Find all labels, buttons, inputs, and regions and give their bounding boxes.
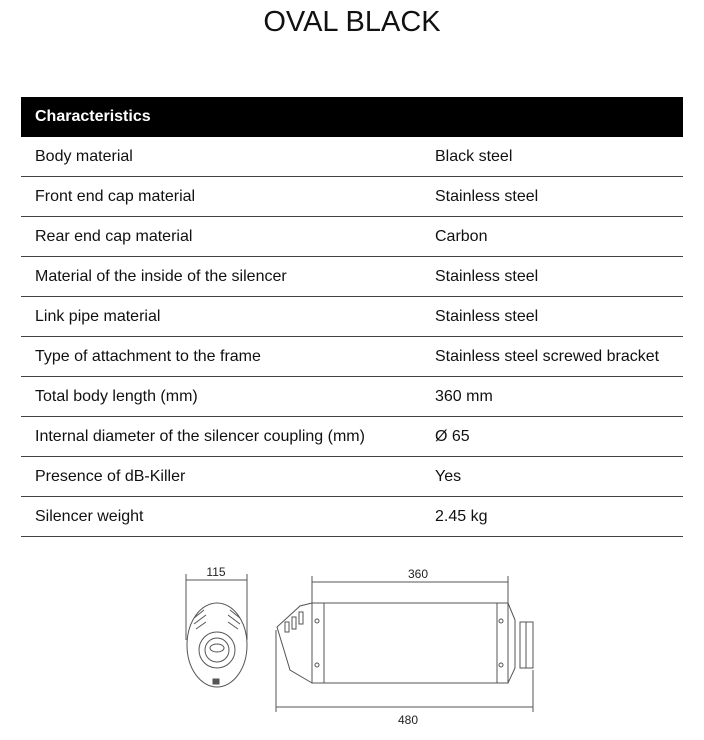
row-label: Total body length (mm) bbox=[21, 376, 435, 417]
side-view bbox=[275, 576, 534, 712]
page-title: OVAL BLACK bbox=[263, 6, 441, 38]
table-row: Link pipe material Stainless steel bbox=[21, 296, 683, 337]
table-row: Rear end cap material Carbon bbox=[21, 216, 683, 257]
row-value: Black steel bbox=[435, 137, 683, 177]
row-label: Type of attachment to the frame bbox=[21, 336, 435, 377]
characteristics-table: Characteristics Body material Black steel… bbox=[21, 97, 683, 537]
row-label: Front end cap material bbox=[21, 176, 435, 217]
width-dimension: 115 bbox=[206, 565, 225, 579]
table-header: Characteristics bbox=[21, 97, 683, 137]
table-row: Presence of dB-Killer Yes bbox=[21, 456, 683, 497]
table-row: Material of the inside of the silencer St… bbox=[21, 256, 683, 297]
table-row: Internal diameter of the silencer coupli… bbox=[21, 416, 683, 457]
table-row: Total body length (mm) 360 mm bbox=[21, 376, 683, 417]
table-row: Type of attachment to the frame Stainless… bbox=[21, 336, 683, 377]
row-value: Stainless steel bbox=[435, 176, 683, 217]
row-value: Yes bbox=[435, 456, 683, 497]
table-row: Body material Black steel bbox=[21, 137, 683, 177]
row-label: Internal diameter of the silencer coupli… bbox=[21, 416, 435, 457]
row-value: Stainless steel bbox=[435, 256, 683, 297]
row-value: Stainless steel screwed bracket bbox=[435, 336, 683, 377]
row-label: Presence of dB-Killer bbox=[21, 456, 435, 497]
row-value: 2.45 kg bbox=[435, 496, 683, 537]
table-row: Silencer weight 2.45 kg bbox=[21, 496, 683, 537]
row-label: Material of the inside of the silencer bbox=[21, 256, 435, 297]
body-length-dimension: 360 bbox=[408, 567, 428, 581]
total-length-dimension: 480 bbox=[398, 713, 418, 727]
row-label: Rear end cap material bbox=[21, 216, 435, 257]
row-value: Stainless steel bbox=[435, 296, 683, 337]
row-label: Link pipe material bbox=[21, 296, 435, 337]
row-label: Body material bbox=[21, 137, 435, 177]
row-label: Silencer weight bbox=[21, 496, 435, 537]
end-view bbox=[185, 574, 248, 688]
row-value: Ø 65 bbox=[435, 416, 683, 457]
row-value: 360 mm bbox=[435, 376, 683, 417]
row-value: Carbon bbox=[435, 216, 683, 257]
table-row: Front end cap material Stainless steel bbox=[21, 176, 683, 217]
